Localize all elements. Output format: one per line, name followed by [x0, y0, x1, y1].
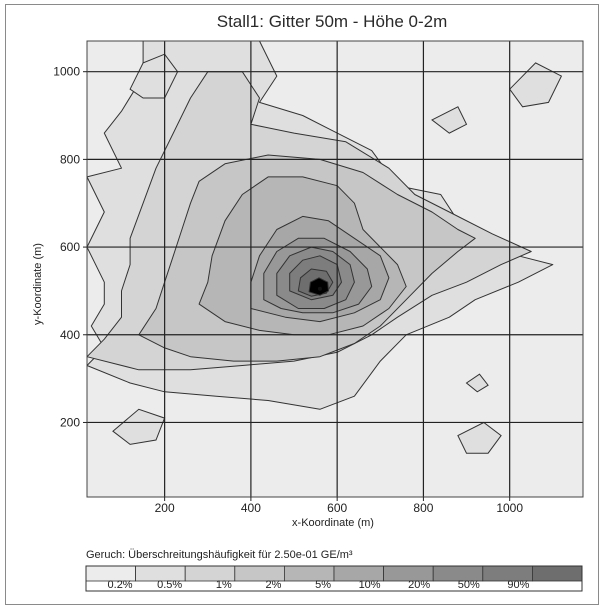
- legend-swatch: [532, 565, 583, 582]
- legend-label: 90%: [507, 579, 529, 591]
- contour-bands: [86, 40, 554, 410]
- contour-speck: [457, 421, 502, 454]
- x-tick-label: 600: [327, 501, 347, 515]
- y-tick-label: 600: [60, 240, 80, 254]
- x-tick-label: 1000: [496, 501, 523, 515]
- legend-label: 20%: [408, 579, 430, 591]
- plot-area: [86, 40, 584, 498]
- source-marker: [317, 286, 322, 291]
- legend-swatches: [85, 565, 583, 592]
- legend-label: 50%: [458, 579, 480, 591]
- contour-speck: [112, 408, 166, 445]
- chart-title: Stall1: Gitter 50m - Höhe 0-2m: [217, 12, 448, 31]
- legend-labels: 0.2% 0.5% 1% 2% 5% 10% 20% 50% 90%: [108, 579, 530, 591]
- legend-title: Geruch: Überschreitungshäufigkeit für 2.…: [86, 549, 353, 561]
- x-axis-label: x-Koordinate (m): [292, 517, 374, 529]
- contour-band: [308, 277, 329, 296]
- y-tick-label: 400: [60, 328, 80, 342]
- grid-lines: [87, 41, 583, 497]
- legend-label: 0.2%: [108, 579, 133, 591]
- y-axis-label: y-Koordinate (m): [32, 243, 44, 325]
- contour-speck: [465, 373, 489, 393]
- legend-label: 0.5%: [157, 579, 182, 591]
- legend-label: 5%: [315, 579, 331, 591]
- legend-label: 10%: [359, 579, 381, 591]
- legend: Geruch: Überschreitungshäufigkeit für 2.…: [85, 549, 583, 592]
- legend-label: 2%: [265, 579, 281, 591]
- contour-specks: [112, 53, 563, 454]
- contour-speck: [509, 62, 563, 108]
- y-ticks: 200 400 600 800 1000: [53, 65, 87, 429]
- x-ticks: 200 400 600 800 1000: [155, 497, 523, 515]
- x-tick-label: 200: [155, 501, 175, 515]
- legend-box: [85, 565, 583, 592]
- x-tick-label: 400: [241, 501, 261, 515]
- x-tick-label: 800: [413, 501, 433, 515]
- plot-border: [86, 40, 584, 498]
- y-tick-label: 200: [60, 415, 80, 429]
- legend-label: 1%: [216, 579, 232, 591]
- y-tick-label: 1000: [53, 65, 80, 79]
- y-tick-label: 800: [60, 152, 80, 166]
- contour-speck: [431, 106, 468, 134]
